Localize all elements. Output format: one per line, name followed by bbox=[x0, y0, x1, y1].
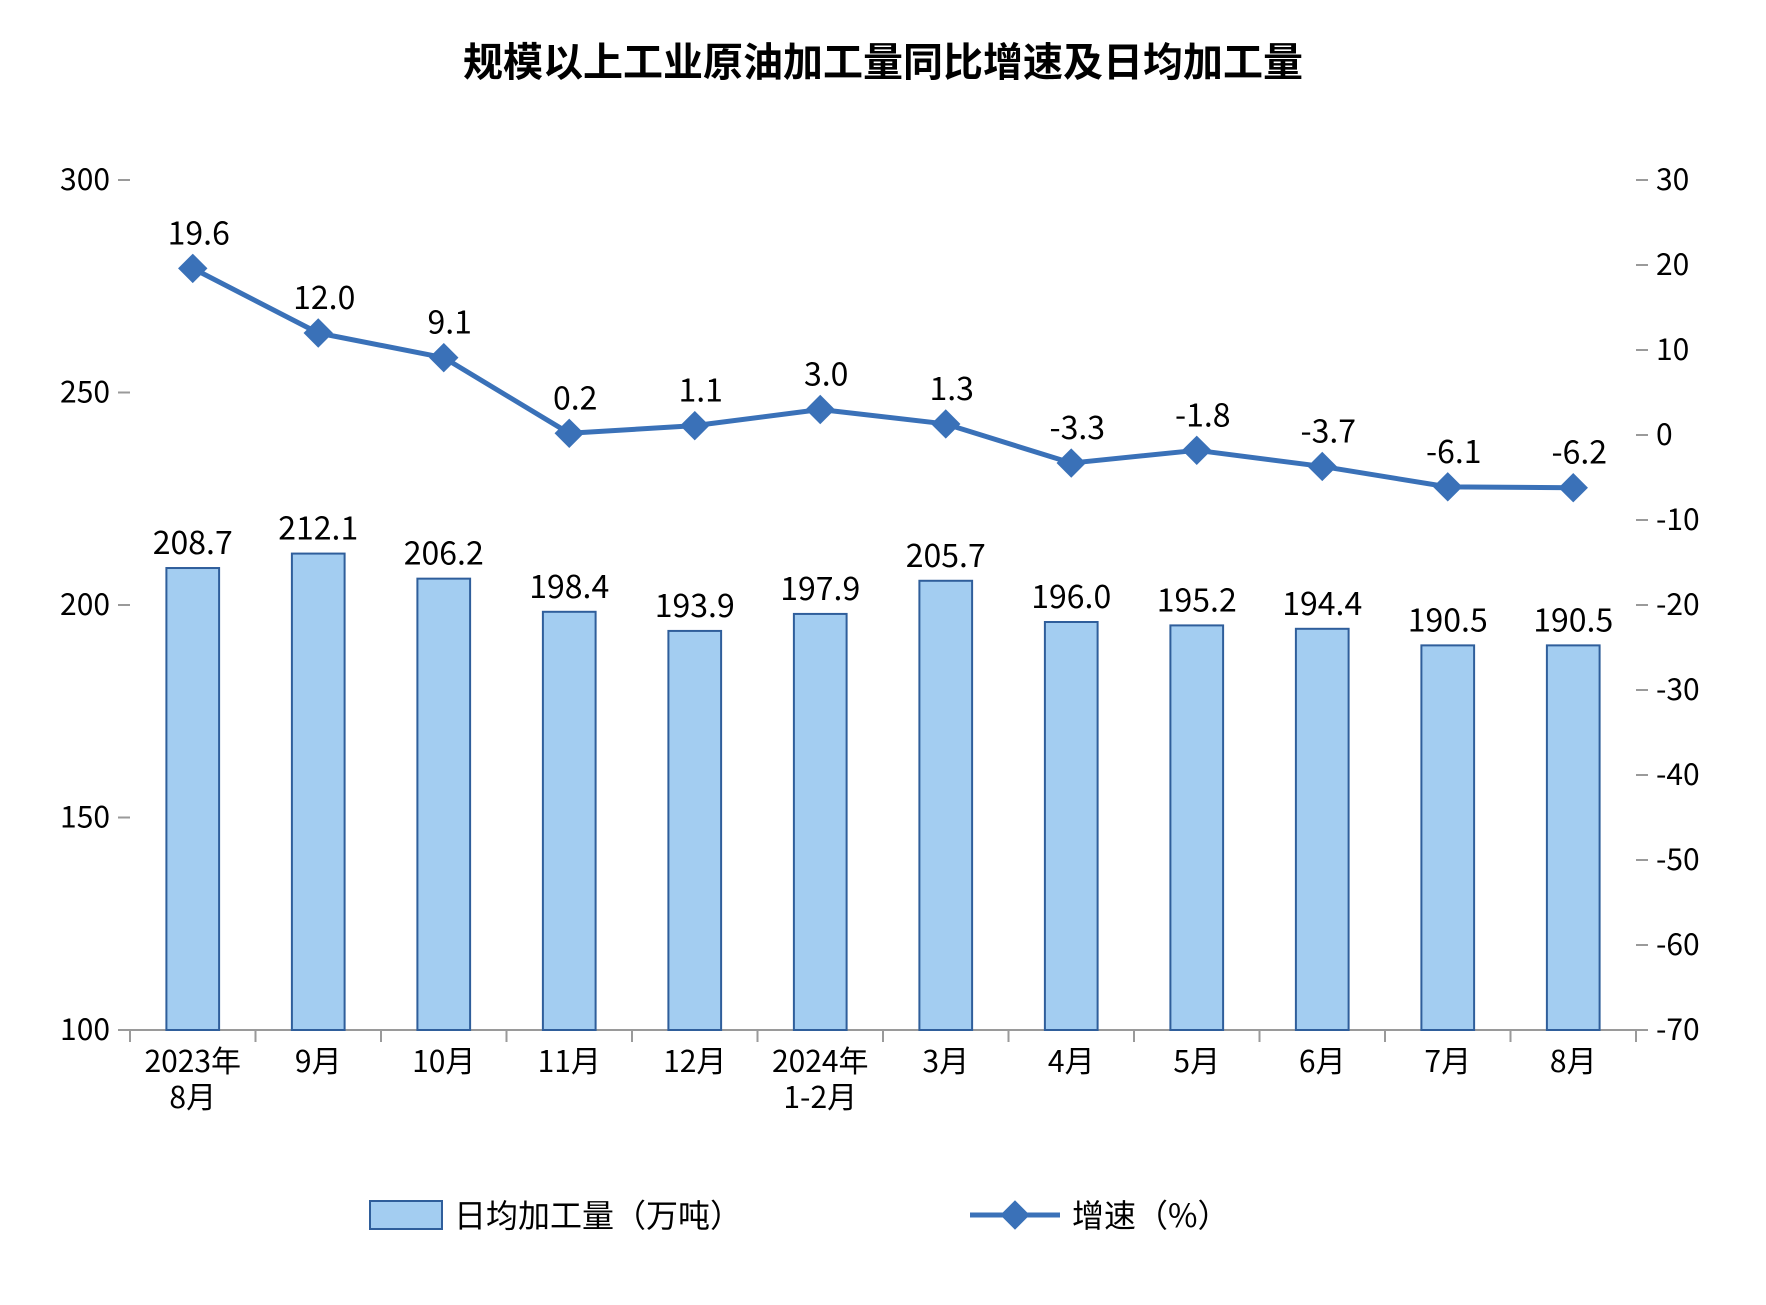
category-label: 6月 bbox=[1299, 1037, 1346, 1081]
category-label: 10月 bbox=[412, 1037, 475, 1081]
y-right-tick-label: 10 bbox=[1656, 325, 1689, 369]
bar bbox=[668, 631, 721, 1030]
line-value-label: -3.7 bbox=[1300, 406, 1356, 452]
y-right-tick-label: -20 bbox=[1656, 580, 1700, 624]
line-marker bbox=[179, 254, 207, 282]
bar-value-label: 190.5 bbox=[1533, 595, 1613, 641]
bar-value-label: 196.0 bbox=[1031, 572, 1111, 618]
line-marker bbox=[1308, 452, 1336, 480]
bar bbox=[417, 579, 470, 1030]
growth-line bbox=[193, 268, 1574, 487]
legend-bar-label: 日均加工量（万吨） bbox=[454, 1191, 742, 1237]
category-label: 5月 bbox=[1173, 1037, 1220, 1081]
line-value-label: -6.2 bbox=[1551, 428, 1607, 474]
line-marker bbox=[304, 319, 332, 347]
line-value-label: 1.1 bbox=[679, 366, 723, 412]
line-value-label: 9.1 bbox=[428, 298, 472, 344]
legend-bar-swatch bbox=[370, 1201, 442, 1229]
bar-value-label: 194.4 bbox=[1282, 579, 1362, 625]
legend-line-marker bbox=[1001, 1201, 1029, 1229]
bar bbox=[1421, 645, 1474, 1030]
category-label: 9月 bbox=[295, 1037, 342, 1081]
y-right-tick-label: -10 bbox=[1656, 495, 1700, 539]
bar bbox=[166, 568, 219, 1030]
category-label: 11月 bbox=[538, 1037, 601, 1081]
bar bbox=[794, 614, 847, 1030]
bar-value-label: 198.4 bbox=[529, 562, 609, 608]
line-marker bbox=[1434, 473, 1462, 501]
category-label: 12月 bbox=[663, 1037, 726, 1081]
line-value-label: 1.3 bbox=[930, 364, 974, 410]
bar-value-label: 197.9 bbox=[780, 564, 860, 610]
line-value-label: -6.1 bbox=[1426, 427, 1482, 473]
line-marker bbox=[1057, 449, 1085, 477]
line-value-label: 19.6 bbox=[168, 208, 230, 254]
y-right-tick-label: -50 bbox=[1656, 835, 1700, 879]
category-label: 4月 bbox=[1048, 1037, 1095, 1081]
bar bbox=[1547, 645, 1600, 1030]
line-value-label: 0.2 bbox=[553, 373, 597, 419]
bar-value-label: 190.5 bbox=[1408, 595, 1488, 641]
line-marker bbox=[430, 344, 458, 372]
bar bbox=[543, 612, 596, 1030]
bar-value-label: 195.2 bbox=[1157, 575, 1237, 621]
y-right-tick-label: -30 bbox=[1656, 665, 1700, 709]
chart-svg: 100 150 200 250 300 -70 -60 -50 -40 -30 -20 -10 0 10 2… bbox=[0, 0, 1766, 1305]
line-value-label: 3.0 bbox=[804, 350, 848, 396]
bar bbox=[919, 581, 972, 1030]
line-value-label: 12.0 bbox=[293, 273, 355, 319]
y-left-tick-label: 150 bbox=[60, 793, 110, 837]
line-value-label: -1.8 bbox=[1175, 390, 1231, 436]
y-left-tick-label: 250 bbox=[60, 368, 110, 412]
category-label: 1-2月 bbox=[783, 1073, 857, 1117]
category-label: 8月 bbox=[169, 1073, 216, 1117]
line-marker bbox=[1183, 436, 1211, 464]
category-label: 7月 bbox=[1424, 1037, 1471, 1081]
bar bbox=[1045, 622, 1098, 1030]
bar-value-label: 208.7 bbox=[153, 518, 233, 564]
y-right-tick-label: -70 bbox=[1656, 1005, 1700, 1049]
chart-container: 规模以上工业原油加工量同比增速及日均加工量 100150200250300-70… bbox=[0, 0, 1766, 1305]
bar bbox=[292, 554, 345, 1030]
category-label: 8月 bbox=[1550, 1037, 1597, 1081]
bar bbox=[1170, 625, 1223, 1030]
y-right-tick-label: -60 bbox=[1656, 920, 1700, 964]
y-left-tick-label: 300 bbox=[60, 155, 110, 199]
y-right-tick-label: -40 bbox=[1656, 750, 1700, 794]
y-left-tick-label: 200 bbox=[60, 580, 110, 624]
bar bbox=[1296, 629, 1349, 1030]
line-marker bbox=[932, 410, 960, 438]
y-left-tick-label: 100 bbox=[60, 1005, 110, 1049]
legend-line-label: 增速（%） bbox=[1072, 1191, 1229, 1237]
y-right-tick-label: 30 bbox=[1656, 155, 1689, 199]
line-marker bbox=[1559, 474, 1587, 502]
bar-value-label: 206.2 bbox=[404, 529, 484, 575]
bar-value-label: 205.7 bbox=[906, 531, 986, 577]
line-marker bbox=[681, 412, 709, 440]
line-marker bbox=[806, 396, 834, 424]
y-right-tick-label: 20 bbox=[1656, 240, 1689, 284]
category-label: 3月 bbox=[922, 1037, 969, 1081]
line-value-label: -3.3 bbox=[1049, 403, 1105, 449]
bar-value-label: 212.1 bbox=[278, 504, 358, 550]
y-right-tick-label: 0 bbox=[1656, 410, 1673, 454]
line-marker bbox=[555, 419, 583, 447]
bar-value-label: 193.9 bbox=[655, 581, 735, 627]
